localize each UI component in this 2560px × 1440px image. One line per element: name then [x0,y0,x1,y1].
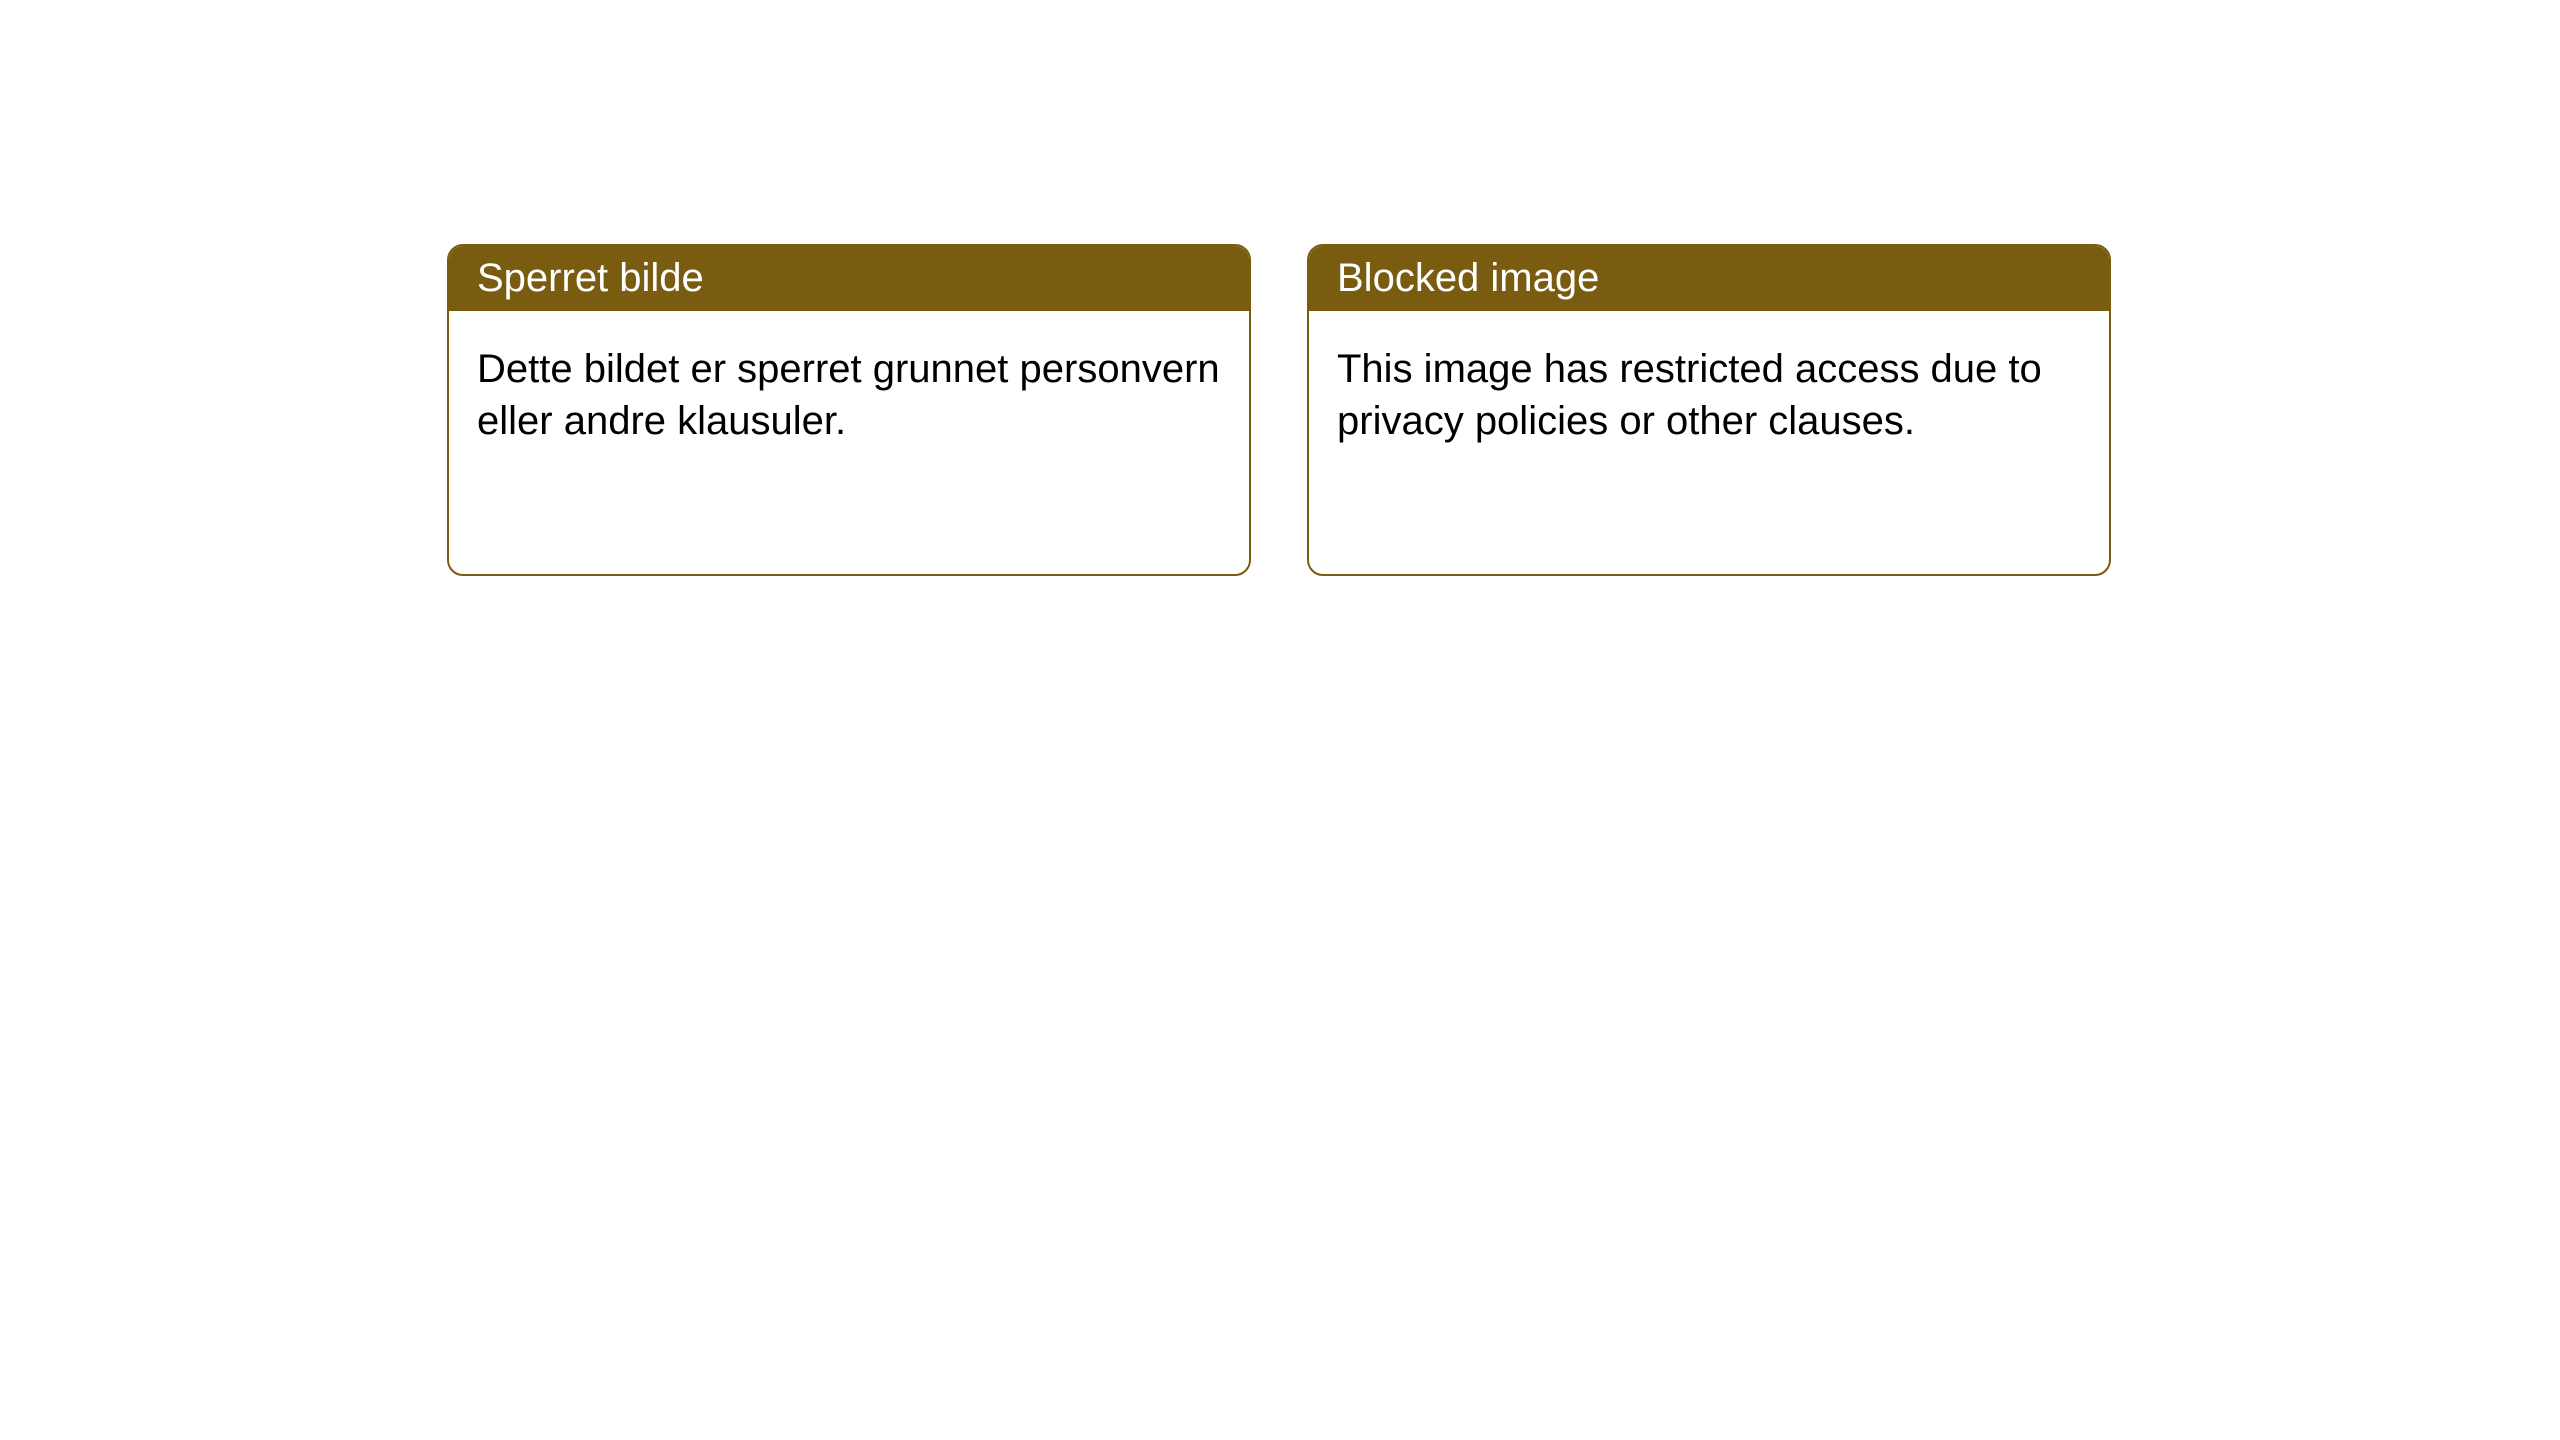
blocked-image-notices: Sperret bilde Dette bildet er sperret gr… [447,244,2111,576]
notice-title: Blocked image [1309,246,2109,311]
notice-body: Dette bildet er sperret grunnet personve… [449,311,1249,479]
notice-title: Sperret bilde [449,246,1249,311]
notice-card-english: Blocked image This image has restricted … [1307,244,2111,576]
notice-card-norwegian: Sperret bilde Dette bildet er sperret gr… [447,244,1251,576]
notice-body: This image has restricted access due to … [1309,311,2109,479]
